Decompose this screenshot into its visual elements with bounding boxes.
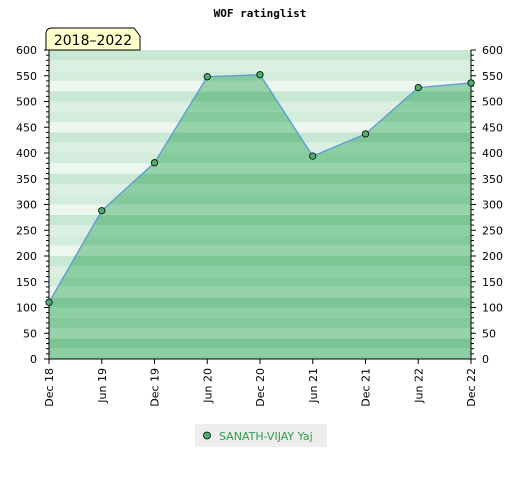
area-band	[49, 142, 471, 153]
x-tick-label: Dec 21	[360, 368, 373, 407]
x-tick-label: Jun 21	[307, 368, 320, 404]
area-band	[49, 214, 471, 226]
legend-marker	[203, 431, 211, 440]
y-tick-label: 50	[23, 327, 37, 340]
area-layer	[48, 74, 471, 359]
y-tick-label: 50	[482, 327, 496, 340]
area-band	[49, 266, 471, 277]
x-tick-label: Jun 22	[412, 368, 425, 404]
y-tick-label: 400	[482, 147, 503, 160]
area-band	[49, 80, 471, 92]
area-band	[49, 328, 471, 339]
x-tick-label: Dec 19	[149, 368, 162, 407]
y-tick-label: 350	[482, 173, 503, 186]
y-tick-label: 200	[482, 250, 503, 263]
data-point[interactable]	[309, 152, 317, 160]
y-tick-label: 0	[482, 353, 489, 366]
data-point[interactable]	[256, 71, 264, 79]
y-axis-right-labels: 0 50 100 150 200 250 300 350 400 450 500 550 600	[482, 44, 503, 366]
y-tick-label: 550	[16, 70, 37, 83]
area-band	[49, 173, 471, 184]
legend[interactable]: SANATH-VIJAY Yaj	[195, 424, 327, 447]
y-tick-label: 0	[30, 353, 37, 366]
data-points	[45, 71, 475, 306]
area-band	[49, 194, 471, 205]
area-band	[49, 338, 471, 349]
y-axis-left-labels: 0 50 100 150 200 250 300 350 400 450 500 550 600	[16, 44, 37, 366]
area-band	[49, 317, 471, 329]
y-tick-label: 100	[16, 302, 37, 315]
period-badge-box	[45, 27, 141, 51]
x-tick-label: Dec 22	[465, 368, 478, 407]
period-label: 2018–2022	[54, 33, 132, 49]
area-band	[49, 348, 471, 359]
y-tick-label: 150	[482, 276, 503, 289]
area-band	[49, 256, 471, 267]
axes	[44, 49, 476, 364]
period-badge: 2018–2022	[45, 27, 141, 51]
data-point[interactable]	[98, 207, 106, 215]
x-axis-labels: Dec 18 Jun 19 Dec 19 Jun 20 Dec 20 Jun 21 Dec …	[43, 368, 478, 407]
data-point[interactable]	[467, 79, 475, 87]
area-band	[49, 245, 471, 256]
y-tick-label: 250	[482, 224, 503, 237]
legend-entry[interactable]: SANATH-VIJAY Yaj	[219, 430, 313, 443]
y-tick-label: 600	[16, 44, 37, 57]
area-band	[49, 153, 471, 164]
area-band	[49, 91, 471, 102]
data-point[interactable]	[203, 73, 211, 81]
area-band	[49, 122, 471, 133]
y-tick-label: 300	[16, 199, 37, 212]
data-point[interactable]	[150, 159, 159, 167]
data-point[interactable]	[414, 83, 422, 92]
y-tick-label: 500	[482, 96, 503, 109]
area-band	[49, 183, 471, 195]
x-tick-label: Jun 19	[96, 368, 109, 404]
y-tick-label: 600	[482, 44, 503, 57]
area-band	[49, 225, 471, 236]
y-tick-label: 450	[16, 121, 37, 134]
y-tick-label: 200	[16, 250, 37, 263]
x-tick-label: Dec 20	[254, 368, 267, 407]
area-band	[49, 235, 471, 246]
area-band	[49, 297, 471, 308]
y-tick-label: 300	[482, 199, 503, 212]
area-band	[49, 204, 471, 215]
data-point[interactable]	[361, 130, 370, 138]
area-band	[49, 276, 471, 287]
y-tick-label: 550	[482, 70, 503, 83]
data-point[interactable]	[45, 298, 53, 306]
y-tick-label: 350	[16, 173, 37, 186]
area-band	[49, 163, 471, 174]
y-tick-label: 400	[16, 147, 37, 160]
x-tick-label: Dec 18	[43, 368, 56, 407]
x-tick-label: Jun 20	[201, 368, 214, 404]
legend-box	[195, 424, 327, 447]
chart-title: WOF ratinglist	[214, 7, 307, 20]
y-tick-label: 150	[16, 276, 37, 289]
area-band	[49, 286, 471, 298]
area-band	[49, 307, 471, 318]
y-tick-label: 250	[16, 224, 37, 237]
area-band	[49, 111, 471, 123]
y-tick-label: 500	[16, 96, 37, 109]
y-tick-label: 450	[482, 121, 503, 134]
background-band	[49, 60, 471, 71]
background-band	[49, 50, 471, 61]
y-tick-label: 100	[482, 302, 503, 315]
area-band	[49, 101, 471, 112]
area-band	[49, 132, 471, 143]
